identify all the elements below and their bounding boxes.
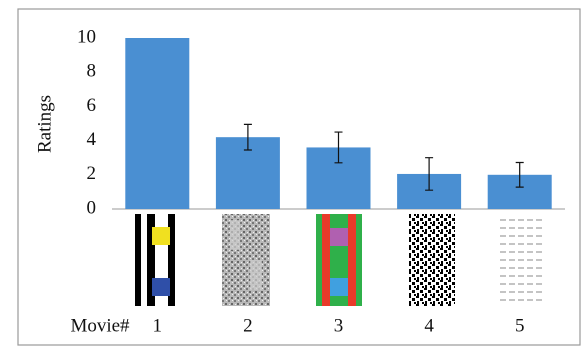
x-tick-label: 5: [515, 315, 525, 336]
chart: Ratings Movie# 024681012345: [0, 0, 588, 354]
thumbnail-5: [498, 214, 546, 306]
bar: [125, 38, 189, 209]
thumbnail-2: [222, 214, 270, 306]
y-tick-label: 10: [77, 26, 96, 47]
y-tick-label: 4: [87, 129, 97, 150]
y-tick-label: 0: [87, 197, 97, 218]
x-axis-label: Movie#: [70, 315, 130, 336]
y-axis-label: Ratings: [34, 95, 55, 153]
x-tick-label: 1: [153, 315, 163, 336]
thumbnail-3: [316, 214, 362, 306]
y-tick-label: 2: [87, 163, 97, 184]
thumbnail-1: [135, 214, 180, 306]
y-tick-label: 6: [87, 95, 97, 116]
x-tick-label: 2: [243, 315, 253, 336]
y-tick-label: 8: [87, 61, 97, 82]
thumbnails: [135, 214, 546, 306]
x-tick-label: 3: [334, 315, 344, 336]
thumbnail-4: [409, 214, 455, 306]
x-tick-label: 4: [424, 315, 434, 336]
